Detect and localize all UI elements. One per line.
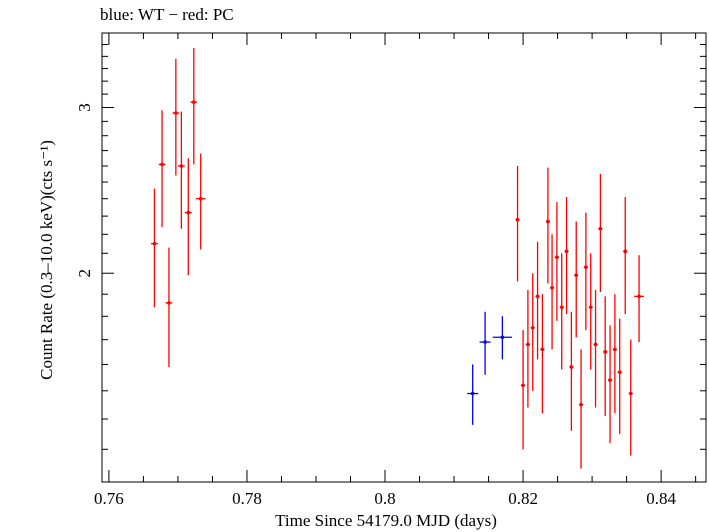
point-marker: [584, 265, 588, 269]
data-point: [578, 349, 584, 469]
point-marker: [540, 347, 545, 352]
data-point: [598, 173, 603, 293]
point-marker: [192, 100, 196, 104]
data-point: [549, 234, 555, 350]
point-marker: [555, 255, 559, 259]
data-point: [515, 165, 520, 282]
data-point: [593, 289, 598, 408]
data-point: [184, 158, 192, 276]
x-tick-label: 0.8: [374, 489, 395, 508]
chart-title: blue: WT − red: PC: [100, 5, 234, 24]
data-point: [525, 289, 530, 408]
x-tick-label: 0.78: [232, 489, 262, 508]
data-marks: [151, 48, 644, 469]
point-marker: [574, 273, 579, 278]
point-marker: [160, 162, 164, 167]
data-point: [623, 197, 628, 315]
point-marker: [515, 217, 520, 222]
data-point: [554, 202, 559, 321]
data-point: [521, 330, 526, 450]
x-axis-label: Time Since 54179.0 MJD (days): [275, 511, 497, 530]
data-point: [165, 247, 173, 367]
data-point: [530, 273, 535, 391]
point-marker: [174, 111, 178, 115]
point-marker: [623, 249, 628, 254]
point-marker: [559, 305, 564, 310]
point-marker: [186, 210, 191, 215]
data-point: [151, 188, 158, 308]
data-point: [190, 48, 198, 165]
point-marker: [550, 285, 554, 290]
point-marker: [152, 241, 157, 246]
data-point: [545, 167, 550, 284]
point-marker: [530, 326, 535, 330]
point-marker: [179, 164, 184, 168]
data-point: [479, 311, 491, 375]
x-tick-label: 0.84: [646, 489, 676, 508]
point-marker: [470, 391, 475, 396]
data-point: [492, 316, 513, 360]
data-point: [540, 294, 545, 414]
point-marker: [167, 301, 171, 305]
series-wt: [467, 311, 513, 425]
data-point: [612, 294, 617, 414]
data-point: [535, 241, 540, 360]
x-tick-label: 0.76: [94, 489, 124, 508]
plot-frame: [101, 32, 707, 483]
point-marker: [500, 335, 505, 340]
data-point: [177, 111, 185, 229]
data-point: [617, 318, 622, 434]
x-tick-label: 0.82: [508, 489, 538, 508]
point-marker: [617, 370, 622, 374]
data-point: [172, 58, 180, 176]
point-marker: [579, 402, 583, 407]
data-point: [569, 311, 574, 431]
point-marker: [637, 294, 641, 299]
point-marker: [628, 391, 633, 396]
data-point: [603, 296, 608, 417]
data-point: [559, 253, 564, 370]
point-marker: [593, 342, 598, 347]
point-marker: [521, 383, 525, 388]
point-marker: [613, 347, 617, 352]
point-marker: [198, 196, 203, 201]
y-tick-label: 2: [75, 269, 94, 278]
point-marker: [608, 378, 612, 382]
point-marker: [483, 340, 487, 344]
point-marker: [526, 342, 530, 347]
point-marker: [569, 365, 574, 369]
point-marker: [546, 219, 550, 224]
point-marker: [598, 226, 603, 231]
data-point: [634, 255, 644, 343]
data-point: [564, 197, 569, 315]
point-marker: [588, 305, 593, 310]
point-marker: [603, 350, 608, 354]
data-point: [467, 364, 479, 425]
data-point: [607, 325, 613, 444]
data-point: [628, 339, 633, 456]
y-axis-label: Count Rate (0.3–10.0 keV)(cts s⁻¹): [37, 140, 56, 380]
data-point: [574, 221, 579, 338]
data-point: [195, 153, 206, 250]
series-pc: [151, 48, 644, 469]
data-point: [588, 253, 593, 370]
point-marker: [564, 249, 569, 254]
axis-ticks: 0.76 0.78 0.8 0.82 0.84 2 3: [75, 33, 706, 508]
point-marker: [535, 294, 540, 299]
y-tick-label: 3: [75, 103, 94, 112]
data-point: [158, 110, 166, 227]
data-point: [583, 212, 588, 331]
